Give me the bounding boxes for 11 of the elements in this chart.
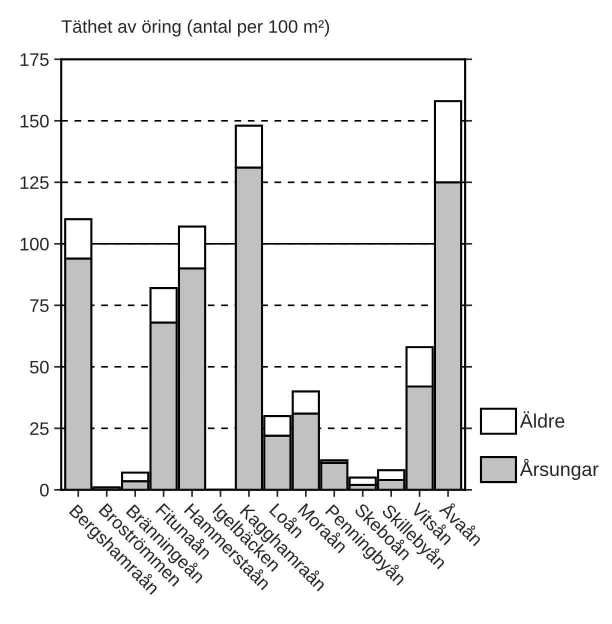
y-tick-label: 0 bbox=[40, 484, 49, 497]
y-tick-label: 100 bbox=[20, 238, 49, 251]
legend-label: Äldre bbox=[520, 411, 564, 428]
y-tick-label: 75 bbox=[30, 299, 49, 312]
chart-title: Täthet av öring (antal per 100 m²) bbox=[62, 20, 330, 36]
y-tick-label: 150 bbox=[20, 114, 49, 128]
legend-label: Årsungar bbox=[520, 458, 598, 480]
y-tick-label: 50 bbox=[30, 360, 49, 374]
y-tick-label: 25 bbox=[30, 422, 49, 436]
y-tick-label: 175 bbox=[20, 53, 49, 66]
y-tick-label: 125 bbox=[20, 176, 49, 190]
